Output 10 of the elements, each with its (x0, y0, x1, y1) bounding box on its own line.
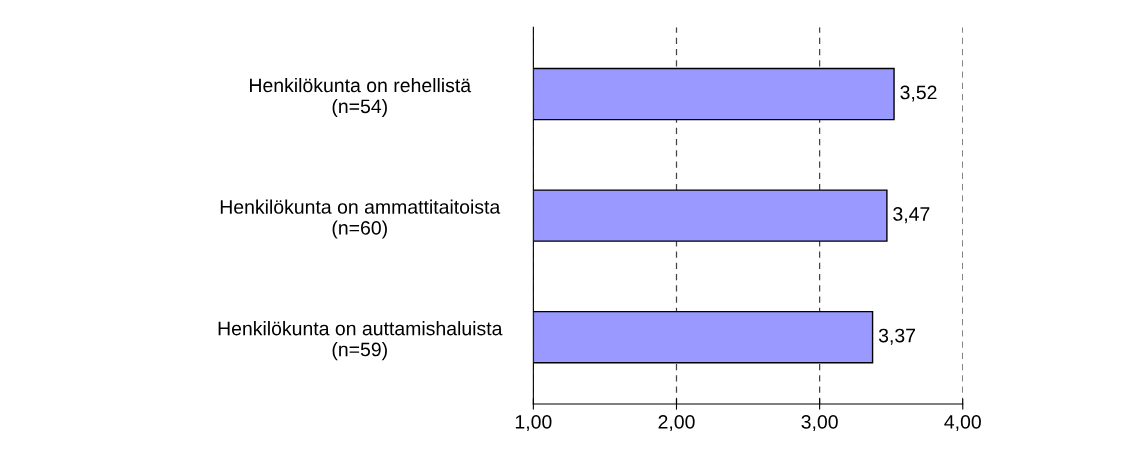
x-tick-label: 4,00 (944, 414, 981, 432)
y-tick-label: Henkilökunta on auttamishaluista (n=59) (218, 321, 503, 361)
x-tick-label: 1,00 (515, 414, 552, 432)
x-tick-label: 3,00 (801, 414, 838, 432)
y-tick-label: Henkilökunta on rehellistä (n=54) (250, 77, 472, 118)
data-label: 3,52 (900, 85, 937, 102)
x-tick-label: 2,00 (658, 414, 695, 432)
data-label: 3,47 (893, 207, 930, 224)
y-tick-label: Henkilökunta on ammattitaitoista (n=60) (220, 199, 501, 239)
data-label: 3,37 (878, 328, 916, 345)
